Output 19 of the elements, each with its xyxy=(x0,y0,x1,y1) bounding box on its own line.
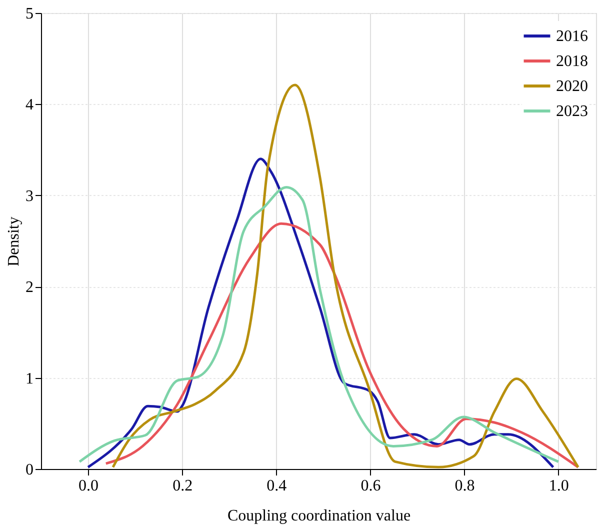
legend-label: 2018 xyxy=(556,53,588,70)
legend-label: 2023 xyxy=(556,103,588,120)
y-tick-label: 5 xyxy=(26,6,34,22)
x-tick-label: 0.6 xyxy=(360,478,381,494)
x-axis-title: Coupling coordination value xyxy=(227,508,411,524)
legend-label: 2020 xyxy=(556,78,588,95)
y-tick-label: 3 xyxy=(26,188,34,205)
y-tick-label: 0 xyxy=(26,462,34,478)
legend-label: 2016 xyxy=(556,28,588,45)
y-axis-title: Density xyxy=(6,216,22,266)
y-tick-label: 1 xyxy=(26,370,34,388)
x-tick-label: 0.4 xyxy=(266,478,287,494)
x-tick-label: 1.0 xyxy=(548,478,569,494)
y-tick-label: 4 xyxy=(26,96,34,114)
y-tick-label: 2 xyxy=(26,279,34,296)
line-series xyxy=(104,222,580,468)
x-tick-label: 0.8 xyxy=(454,478,475,494)
x-tick-label: 0.0 xyxy=(78,478,99,494)
x-tick-label: 0.2 xyxy=(172,478,193,494)
